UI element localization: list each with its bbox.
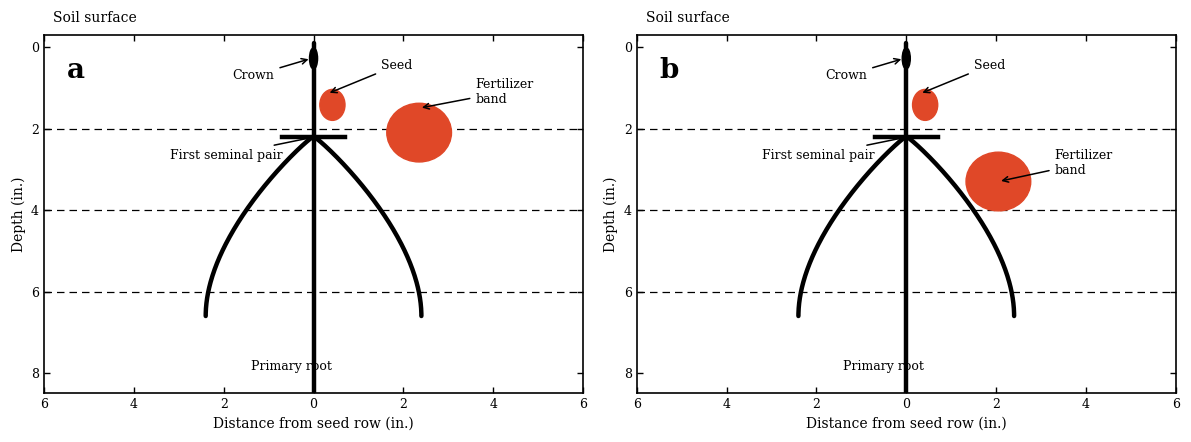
Text: Fertilizer
band: Fertilizer band bbox=[424, 78, 534, 109]
Text: Soil surface: Soil surface bbox=[646, 11, 729, 25]
Text: Primary root: Primary root bbox=[843, 361, 924, 373]
Text: Seed: Seed bbox=[924, 59, 1005, 93]
Ellipse shape bbox=[320, 89, 345, 120]
Ellipse shape bbox=[310, 48, 318, 69]
Text: Soil surface: Soil surface bbox=[52, 11, 137, 25]
Text: Fertilizer
band: Fertilizer band bbox=[1003, 149, 1112, 182]
Text: a: a bbox=[67, 57, 85, 84]
Ellipse shape bbox=[903, 48, 910, 69]
Y-axis label: Depth (in.): Depth (in.) bbox=[604, 176, 618, 252]
Ellipse shape bbox=[912, 89, 937, 120]
Text: Seed: Seed bbox=[331, 59, 412, 93]
Text: First seminal pair: First seminal pair bbox=[762, 136, 904, 161]
Text: Crown: Crown bbox=[232, 59, 307, 82]
Text: Crown: Crown bbox=[825, 59, 899, 82]
Text: First seminal pair: First seminal pair bbox=[170, 136, 311, 161]
X-axis label: Distance from seed row (in.): Distance from seed row (in.) bbox=[213, 417, 414, 431]
Text: Primary root: Primary root bbox=[250, 361, 331, 373]
Ellipse shape bbox=[387, 103, 451, 162]
X-axis label: Distance from seed row (in.): Distance from seed row (in.) bbox=[806, 417, 1006, 431]
Ellipse shape bbox=[966, 152, 1030, 211]
Y-axis label: Depth (in.): Depth (in.) bbox=[11, 176, 25, 252]
Text: b: b bbox=[659, 57, 679, 84]
